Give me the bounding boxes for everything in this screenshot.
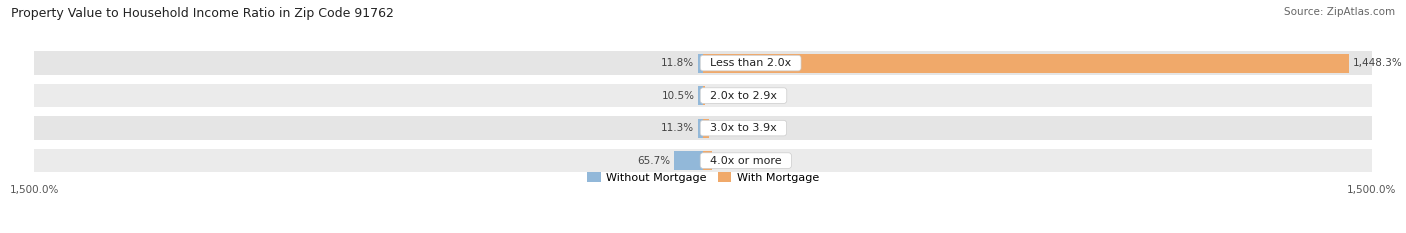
Text: 5.6%: 5.6% xyxy=(709,91,735,101)
Text: 10.5%: 10.5% xyxy=(662,91,695,101)
Text: 20.9%: 20.9% xyxy=(716,156,749,166)
Bar xyxy=(703,54,1348,72)
Bar xyxy=(34,149,1372,172)
Bar xyxy=(697,119,703,137)
Text: 3.0x to 3.9x: 3.0x to 3.9x xyxy=(703,123,783,133)
Bar xyxy=(699,86,703,105)
Text: 13.9%: 13.9% xyxy=(713,123,747,133)
Text: 2.0x to 2.9x: 2.0x to 2.9x xyxy=(703,91,785,101)
Text: Source: ZipAtlas.com: Source: ZipAtlas.com xyxy=(1284,7,1395,17)
Bar xyxy=(34,51,1372,75)
Text: Property Value to Household Income Ratio in Zip Code 91762: Property Value to Household Income Ratio… xyxy=(11,7,394,20)
Bar xyxy=(703,151,713,170)
Text: 11.3%: 11.3% xyxy=(661,123,695,133)
Bar xyxy=(673,151,703,170)
Text: 11.8%: 11.8% xyxy=(661,58,695,68)
Bar xyxy=(34,84,1372,107)
Bar xyxy=(34,116,1372,140)
Bar xyxy=(703,86,706,105)
Bar xyxy=(703,119,709,137)
Text: 4.0x or more: 4.0x or more xyxy=(703,156,789,166)
Legend: Without Mortgage, With Mortgage: Without Mortgage, With Mortgage xyxy=(582,168,824,187)
Text: 65.7%: 65.7% xyxy=(637,156,671,166)
Bar xyxy=(697,54,703,72)
Text: Less than 2.0x: Less than 2.0x xyxy=(703,58,799,68)
Text: 1,448.3%: 1,448.3% xyxy=(1353,58,1402,68)
